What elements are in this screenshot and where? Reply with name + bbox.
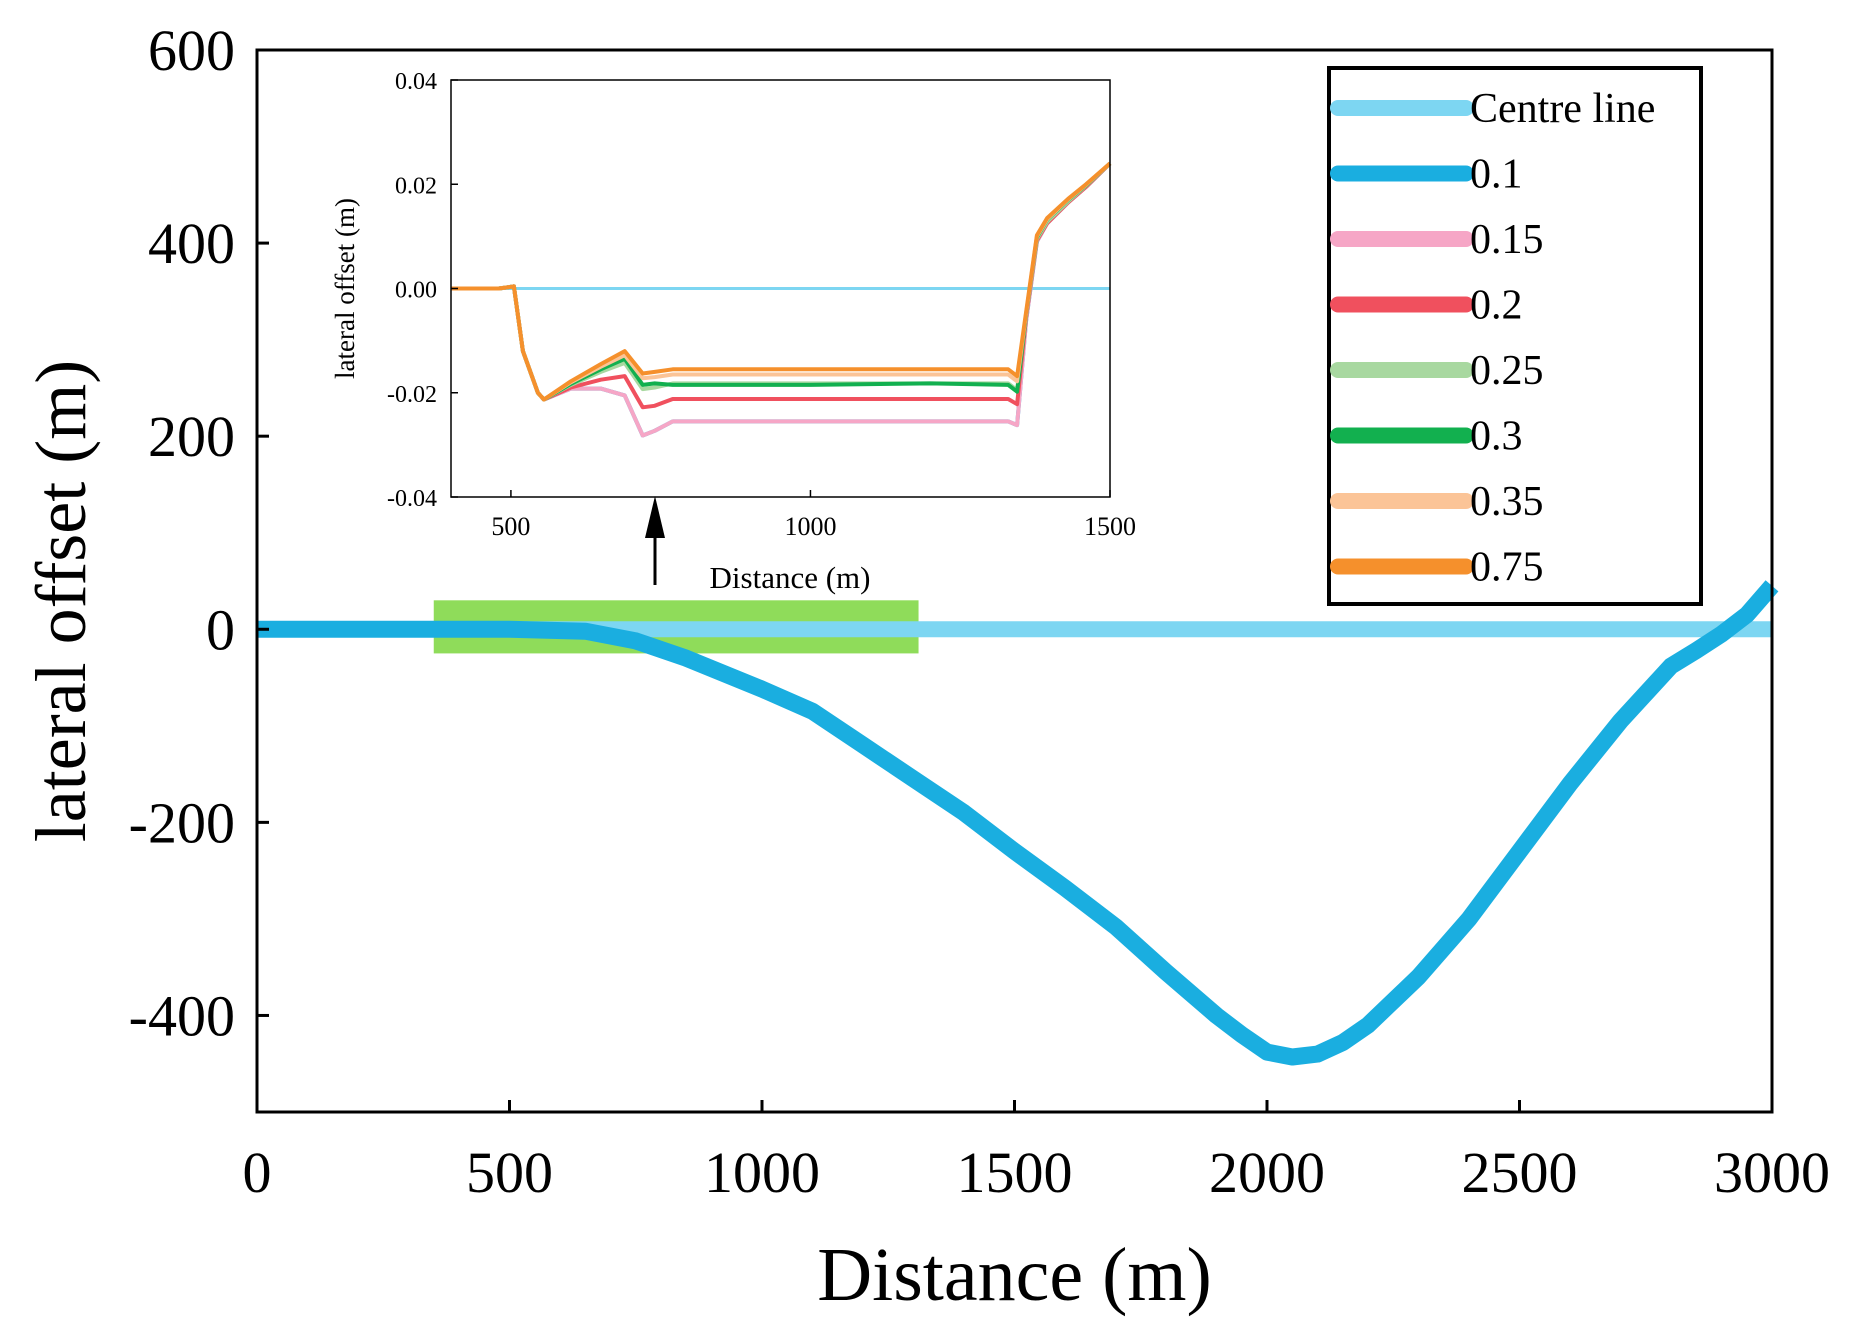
main-y-tick-label: 0 [206,597,235,662]
main-y-tick-label: -200 [129,790,235,855]
inset-x-tick-label: 1000 [784,512,836,541]
legend-label-2: 0.15 [1470,217,1544,263]
legend: Centre line 0.1 0.15 0.2 0.25 0.3 0.35 0.75 [1327,66,1703,606]
inset-y-tick-label: -0.02 [387,382,437,408]
inset-arrow [645,496,665,585]
main-x-tick-label: 3000 [1714,1140,1830,1205]
main-x-tick-label: 500 [466,1140,553,1205]
inset-y-tick-label: -0.04 [387,486,437,512]
inset-x-tick-label: 500 [491,512,530,541]
main-x-tick-label: 2500 [1462,1140,1578,1205]
main-y-axis-title: lateral offset (m) [21,360,101,842]
legend-box [1327,66,1703,606]
legend-label-3: 0.2 [1470,283,1523,329]
legend-label-6: 0.35 [1470,479,1544,525]
main-x-tick-label: 2000 [1209,1140,1325,1205]
inset-y-tick-label: 0.04 [395,69,437,95]
legend-label-1: 0.1 [1470,152,1523,198]
main-y-tick-label: 400 [148,211,235,276]
arrow-head [645,496,665,538]
legend-label-7: 0.75 [1470,545,1544,591]
inset-y-tick-label: 0.02 [395,173,437,199]
main-y-tick-label: 200 [148,404,235,469]
main-x-tick-label: 1500 [957,1140,1073,1205]
inset-plot: 500 1000 1500 -0.04 -0.02 0.00 0.02 0.04 Distanc… [330,69,1136,595]
legend-label-5: 0.3 [1470,414,1523,460]
series-line-inset-7 [451,161,1112,402]
series-line-main-1 [257,580,1779,1066]
legend-label-4: 0.25 [1470,348,1544,394]
main-y-tick-label: 600 [148,18,235,83]
main-x-tick-label: 0 [243,1140,272,1205]
main-x-tick-label: 1000 [704,1140,820,1205]
inset-y-axis-title: lateral offset (m) [330,198,360,379]
inset-x-axis-title: Distance (m) [710,560,871,595]
main-y-tick-label: -400 [129,983,235,1048]
main-x-axis-title: Distance (m) [817,1233,1212,1317]
inset-y-tick-label: 0.00 [395,278,437,304]
inset-x-tick-label: 1500 [1084,512,1136,541]
legend-label-0: Centre line [1470,86,1655,132]
main-plot: 0 500 1000 1500 2000 2500 3000 -400 -200 0 200 400 6… [21,18,1830,1317]
